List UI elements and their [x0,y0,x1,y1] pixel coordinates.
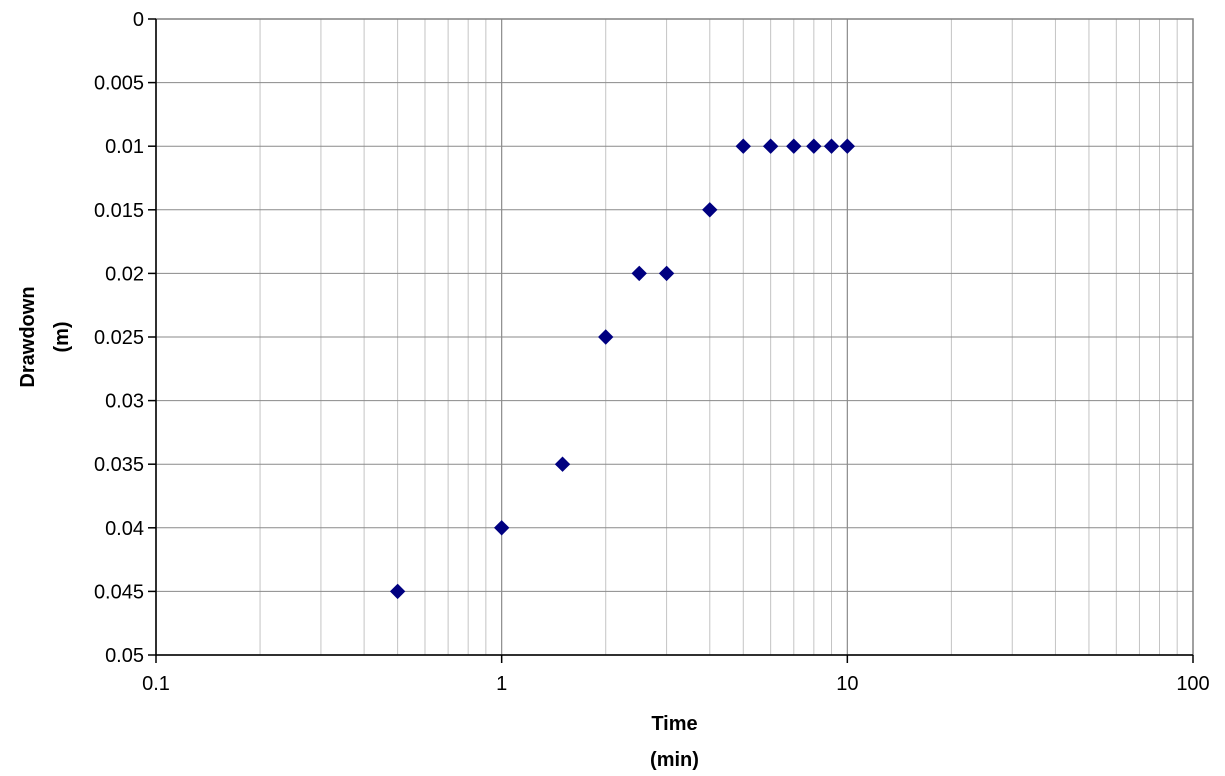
data-point [554,456,571,472]
y-tick-label: 0.04 [105,518,144,540]
data-markers [389,138,856,600]
axes: 0 0.005 0.01 0.015 0.02 0.025 0.03 0.035 0.04 0.0… [94,9,1210,695]
data-point [806,138,822,154]
data-point [658,265,675,282]
y-tick-label: 0.035 [94,454,144,476]
data-point [598,329,614,345]
x-tick-label: 10 [836,673,858,695]
data-point [839,138,856,154]
y-tick-label: 0.005 [94,73,144,95]
y-tick-label: 0.015 [94,200,144,222]
x-tick-label: 100 [1176,673,1209,695]
x-axis-unit: (min) [650,749,699,771]
data-point [702,202,718,218]
data-point [389,583,406,600]
data-point [493,520,510,536]
data-point [786,138,802,154]
data-point [735,138,751,154]
y-tick-label: 0.01 [105,136,144,158]
y-tick-label: 0.02 [105,263,144,285]
x-tick-label: 0.1 [142,673,170,695]
y-tick-label: 0.03 [105,391,144,413]
data-point [823,138,840,154]
y-tick-label: 0.045 [94,581,144,603]
x-axis-title: Time [651,713,697,735]
y-tick-label: 0.025 [94,327,144,349]
y-axis-title: Drawdown [17,286,39,387]
y-tick-label: 0.05 [105,645,144,667]
data-point [762,138,779,154]
data-point [631,265,647,282]
y-tick-label: 0 [133,9,144,31]
y-axis-unit: (m) [51,321,73,352]
gridlines [156,19,1193,655]
x-tick-label: 1 [496,673,507,695]
